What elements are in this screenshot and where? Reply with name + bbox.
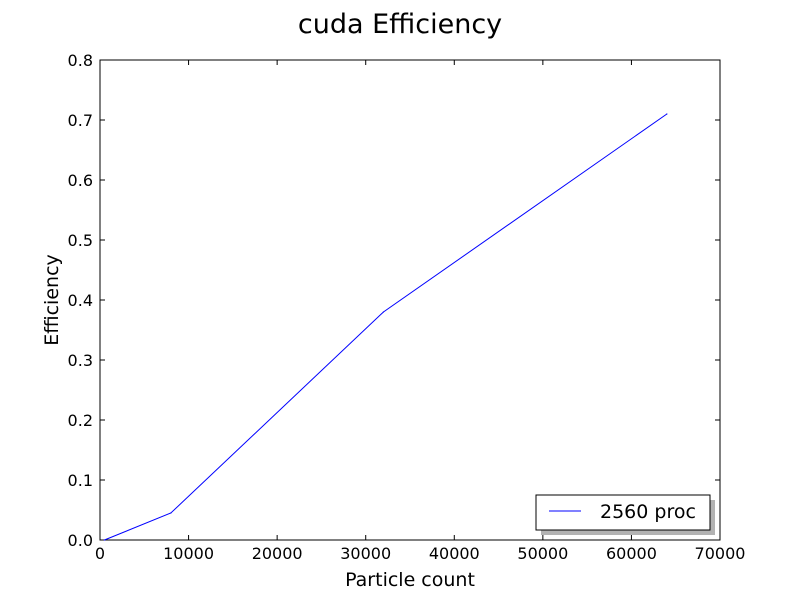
y-tick-label: 0.0: [68, 531, 93, 550]
y-tick-label: 0.3: [68, 351, 93, 370]
y-tick-label: 0.6: [68, 171, 93, 190]
plot-frame: [99, 59, 721, 541]
data-point: [666, 113, 668, 115]
y-tick-label: 0.5: [68, 231, 93, 250]
x-tick-label: 20000: [252, 544, 303, 563]
chart-title: cuda Efficiency: [298, 9, 502, 40]
legend-box: [535, 494, 711, 531]
y-axis-label: Efficiency: [41, 254, 63, 346]
x-tick-label: 40000: [429, 544, 480, 563]
y-axis: 0.0 0.1 0.2 0.3 0.4 0.5 0.6 0.7 0.8: [68, 51, 720, 550]
data-point: [382, 311, 385, 313]
x-axis-label: Particle count: [345, 569, 475, 591]
x-tick-label: 10000: [163, 544, 214, 563]
x-tick-label: 50000: [517, 544, 568, 563]
plot-area: [99, 59, 721, 541]
series-line-0: [104, 113, 668, 541]
y-tick-label: 0.4: [68, 291, 93, 310]
y-tick-label: 0.7: [68, 111, 93, 130]
x-tick-label: 70000: [695, 544, 746, 563]
legend: 2560 proc: [535, 494, 715, 535]
x-tick-label: 30000: [340, 544, 391, 563]
data-point: [170, 512, 172, 514]
series-layer: [103, 113, 668, 541]
y-tick-label: 0.8: [68, 51, 93, 70]
x-tick-label: 0: [95, 544, 105, 563]
x-axis: 0 10000 20000 30000 40000 50000 60000 70000: [95, 60, 746, 563]
y-tick-label: 0.2: [68, 411, 93, 430]
legend-label-2560-proc: 2560 proc: [600, 501, 696, 523]
data-point: [103, 539, 106, 541]
y-tick-label: 0.1: [68, 471, 93, 490]
x-tick-label: 60000: [606, 544, 657, 563]
